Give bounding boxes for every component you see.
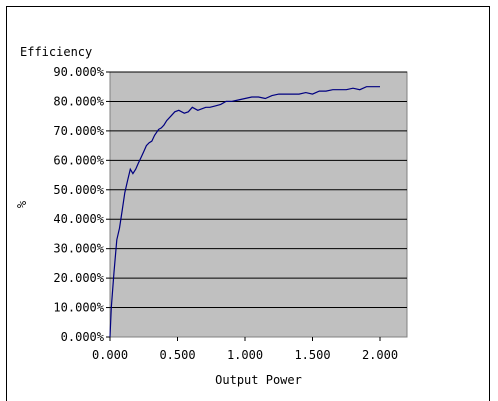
plot-area xyxy=(109,71,408,338)
y-tick-label: 50.000% xyxy=(53,183,104,197)
y-tick-label: 90.000% xyxy=(53,65,104,79)
y-tick-label: 30.000% xyxy=(53,242,104,256)
y-axis-ticks: 0.000% 10.000% 20.000% 30.000% 40.000% 50.000… xyxy=(53,65,110,344)
efficiency-line xyxy=(109,86,380,338)
y-axis-label: % xyxy=(15,200,29,208)
y-tick-label: 80.000% xyxy=(53,94,104,108)
x-tick-label: 1.000 xyxy=(227,348,263,362)
chart-title: Efficiency xyxy=(20,45,92,59)
y-tick-label: 10.000% xyxy=(53,301,104,315)
y-tick-label: 40.000% xyxy=(53,212,104,226)
gridlines xyxy=(110,71,407,309)
x-axis-label: Output Power xyxy=(215,373,302,387)
y-tick-label: 70.000% xyxy=(53,124,104,138)
x-tick-label: 0.500 xyxy=(159,348,195,362)
x-tick-label: 1.500 xyxy=(294,348,330,362)
chart-frame xyxy=(6,6,490,401)
y-tick-label: 0.000% xyxy=(61,330,105,344)
y-tick-label: 20.000% xyxy=(53,271,104,285)
x-tick-label: 2.000 xyxy=(362,348,398,362)
x-axis-ticks: 0.000 0.500 1.000 1.500 2.000 xyxy=(92,337,398,362)
x-tick-label: 0.000 xyxy=(92,348,128,362)
y-tick-label: 60.000% xyxy=(53,153,104,167)
